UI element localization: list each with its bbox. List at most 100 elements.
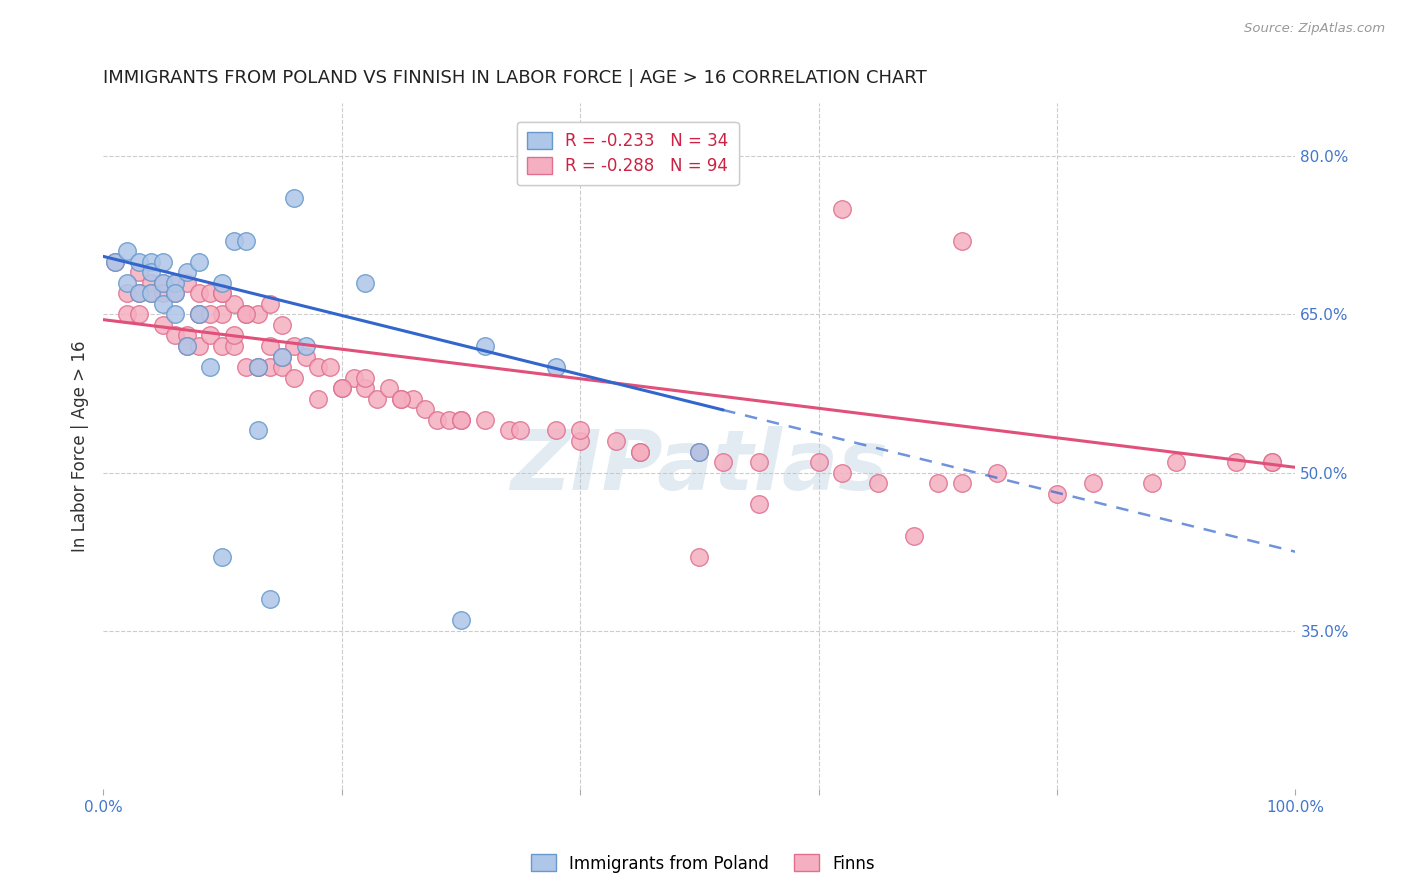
Point	[139, 286, 162, 301]
Point	[176, 339, 198, 353]
Point	[115, 286, 138, 301]
Point	[128, 265, 150, 279]
Point	[283, 339, 305, 353]
Point	[247, 307, 270, 321]
Point	[295, 350, 318, 364]
Point	[128, 254, 150, 268]
Point	[200, 307, 222, 321]
Point	[628, 444, 651, 458]
Point	[259, 297, 281, 311]
Point	[211, 286, 233, 301]
Point	[509, 424, 531, 438]
Text: Source: ZipAtlas.com: Source: ZipAtlas.com	[1244, 22, 1385, 36]
Point	[271, 360, 294, 375]
Point	[389, 392, 412, 406]
Point	[605, 434, 627, 448]
Point	[927, 476, 949, 491]
Point	[271, 350, 294, 364]
Point	[187, 307, 209, 321]
Point	[271, 350, 294, 364]
Point	[152, 297, 174, 311]
Point	[569, 424, 592, 438]
Point	[546, 360, 568, 375]
Point	[176, 276, 198, 290]
Point	[1166, 455, 1188, 469]
Point	[115, 307, 138, 321]
Point	[307, 392, 329, 406]
Point	[224, 234, 246, 248]
Point	[307, 360, 329, 375]
Point	[224, 339, 246, 353]
Point	[354, 381, 377, 395]
Point	[354, 276, 377, 290]
Point	[426, 413, 449, 427]
Point	[259, 592, 281, 607]
Point	[748, 455, 770, 469]
Point	[498, 424, 520, 438]
Point	[187, 254, 209, 268]
Point	[1260, 455, 1282, 469]
Point	[152, 254, 174, 268]
Text: IMMIGRANTS FROM POLAND VS FINNISH IN LABOR FORCE | AGE > 16 CORRELATION CHART: IMMIGRANTS FROM POLAND VS FINNISH IN LAB…	[103, 69, 927, 87]
Point	[450, 613, 472, 627]
Point	[413, 402, 436, 417]
Point	[152, 276, 174, 290]
Point	[211, 276, 233, 290]
Point	[163, 328, 186, 343]
Point	[235, 234, 257, 248]
Point	[163, 276, 186, 290]
Point	[163, 307, 186, 321]
Text: ZIPatlas: ZIPatlas	[510, 426, 889, 508]
Point	[437, 413, 460, 427]
Point	[259, 339, 281, 353]
Point	[235, 307, 257, 321]
Point	[104, 254, 127, 268]
Point	[163, 286, 186, 301]
Point	[569, 434, 592, 448]
Point	[688, 444, 710, 458]
Point	[152, 286, 174, 301]
Point	[378, 381, 401, 395]
Point	[283, 370, 305, 384]
Point	[1142, 476, 1164, 491]
Point	[271, 318, 294, 332]
Point	[187, 307, 209, 321]
Point	[211, 549, 233, 564]
Point	[115, 276, 138, 290]
Point	[868, 476, 890, 491]
Point	[807, 455, 830, 469]
Point	[283, 191, 305, 205]
Point	[247, 424, 270, 438]
Point	[474, 413, 496, 427]
Point	[366, 392, 388, 406]
Point	[903, 529, 925, 543]
Point	[187, 339, 209, 353]
Point	[187, 307, 209, 321]
Point	[200, 360, 222, 375]
Point	[342, 370, 364, 384]
Point	[224, 328, 246, 343]
Point	[831, 466, 853, 480]
Point	[711, 455, 734, 469]
Point	[628, 444, 651, 458]
Point	[247, 360, 270, 375]
Point	[330, 381, 353, 395]
Point	[163, 286, 186, 301]
Point	[128, 286, 150, 301]
Point	[139, 276, 162, 290]
Point	[389, 392, 412, 406]
Legend: R = -0.233   N = 34, R = -0.288   N = 94: R = -0.233 N = 34, R = -0.288 N = 94	[517, 122, 738, 185]
Point	[200, 328, 222, 343]
Point	[152, 276, 174, 290]
Point	[295, 339, 318, 353]
Point	[235, 360, 257, 375]
Point	[402, 392, 425, 406]
Point	[176, 328, 198, 343]
Point	[330, 381, 353, 395]
Point	[986, 466, 1008, 480]
Point	[474, 339, 496, 353]
Point	[950, 234, 973, 248]
Point	[1081, 476, 1104, 491]
Point	[748, 497, 770, 511]
Point	[211, 339, 233, 353]
